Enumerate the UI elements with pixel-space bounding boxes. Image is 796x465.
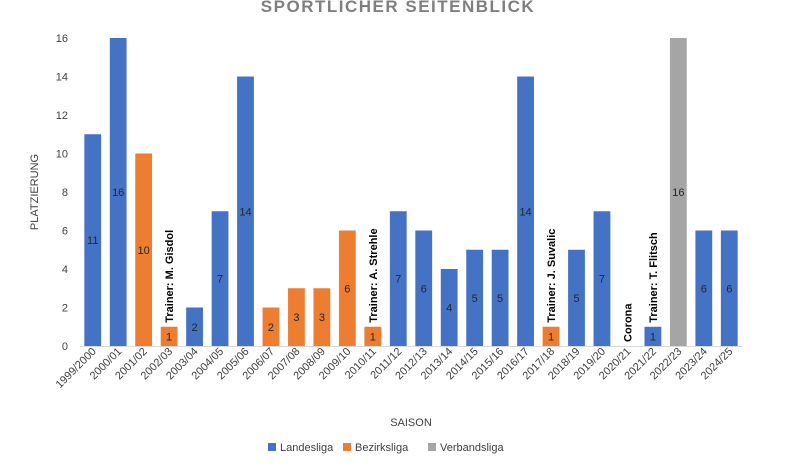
legend: Landesliga Bezirksliga Verbandsliga [268, 442, 504, 454]
bar [313, 288, 331, 346]
bar [364, 326, 382, 346]
bar-value-label: 1 [548, 331, 554, 343]
bar-value-label: 3 [293, 312, 299, 324]
y-tick-label: 12 [56, 110, 68, 122]
bar [262, 307, 280, 346]
bar-value-label: 14 [239, 206, 251, 218]
x-axis-ticks: 1999/20002000/012001/022002/032003/04200… [54, 346, 736, 391]
legend-swatch [428, 443, 436, 451]
bar [237, 76, 254, 346]
bar [84, 134, 102, 346]
legend-label: Bezirksliga [355, 442, 409, 454]
x-axis-label: SAISON [390, 417, 432, 429]
bar-value-label: 5 [472, 293, 478, 305]
bar [338, 230, 356, 346]
bar [135, 153, 153, 346]
y-tick-label: 16 [56, 33, 68, 45]
bar-value-label: 11 [87, 235, 98, 247]
bar-value-label: 4 [446, 303, 452, 315]
bar-value-label: 6 [701, 283, 707, 295]
bar [415, 230, 433, 346]
bar [517, 76, 534, 346]
bar-value-label: 1 [370, 331, 376, 343]
y-tick-label: 4 [62, 264, 68, 276]
legend-label: Verbandsliga [440, 442, 504, 454]
bar-value-label: 7 [217, 274, 223, 286]
annotation-label: Trainer: T. Flitsch [648, 232, 660, 323]
bar-value-label: 2 [192, 322, 198, 334]
legend-label: Landesliga [280, 442, 334, 454]
bar [211, 211, 229, 346]
bar-value-label: 3 [319, 312, 325, 324]
bar-value-label: 1 [166, 331, 172, 343]
bar-value-label: 16 [112, 187, 124, 199]
bar [288, 288, 305, 346]
bar-value-label: 10 [138, 245, 150, 257]
bar [389, 211, 407, 346]
bar-value-label: 16 [672, 187, 684, 199]
bar-value-label: 5 [573, 293, 579, 305]
bar-value-label: 6 [726, 283, 732, 295]
bar [720, 230, 738, 346]
annotation-label: Corona [622, 303, 634, 342]
bar [542, 326, 560, 346]
annotations: Trainer: M. Gisdol Trainer: A. Strehle Tra… [164, 228, 660, 342]
y-tick-label: 14 [56, 72, 68, 84]
bar [160, 326, 178, 346]
annotation-label: Trainer: M. Gisdol [164, 230, 176, 323]
bar-value-label: 14 [519, 206, 531, 218]
bars: 11 16 10 1 2 7 14 2 3 3 6 1 7 6 4 5 5 14 1 5 7 1 16 6 6 [84, 38, 738, 346]
annotation-label: Trainer: J. Suvalic [546, 229, 558, 323]
bar [695, 230, 713, 346]
bar [109, 38, 127, 346]
chart-title: SPORTLICHER SEITENBLICK [261, 0, 535, 16]
bar [466, 249, 484, 346]
bar [644, 326, 662, 346]
bar [491, 249, 509, 346]
bar-value-label: 1 [650, 331, 656, 343]
y-axis-ticks: 0 2 4 6 8 10 12 14 16 [56, 33, 68, 353]
bar-value-label: 7 [599, 274, 605, 286]
y-axis-label: PLATZIERUNG [29, 154, 41, 230]
legend-swatch [268, 443, 276, 451]
bar-value-label: 6 [344, 283, 350, 295]
annotation-label: Trainer: A. Strehle [368, 228, 380, 322]
bar-value-label: 7 [395, 274, 401, 286]
y-tick-label: 6 [62, 226, 68, 238]
y-tick-label: 10 [56, 149, 68, 161]
bar [186, 307, 203, 346]
y-tick-label: 2 [62, 303, 68, 315]
bar [669, 38, 687, 346]
bar-value-label: 6 [421, 283, 427, 295]
bar-value-label: 2 [268, 322, 274, 334]
bar-value-label: 5 [497, 293, 503, 305]
bar [440, 269, 458, 346]
bar [593, 211, 611, 346]
y-tick-label: 0 [62, 341, 68, 353]
y-tick-label: 8 [62, 187, 68, 199]
legend-swatch [343, 443, 351, 451]
bar [568, 249, 585, 346]
